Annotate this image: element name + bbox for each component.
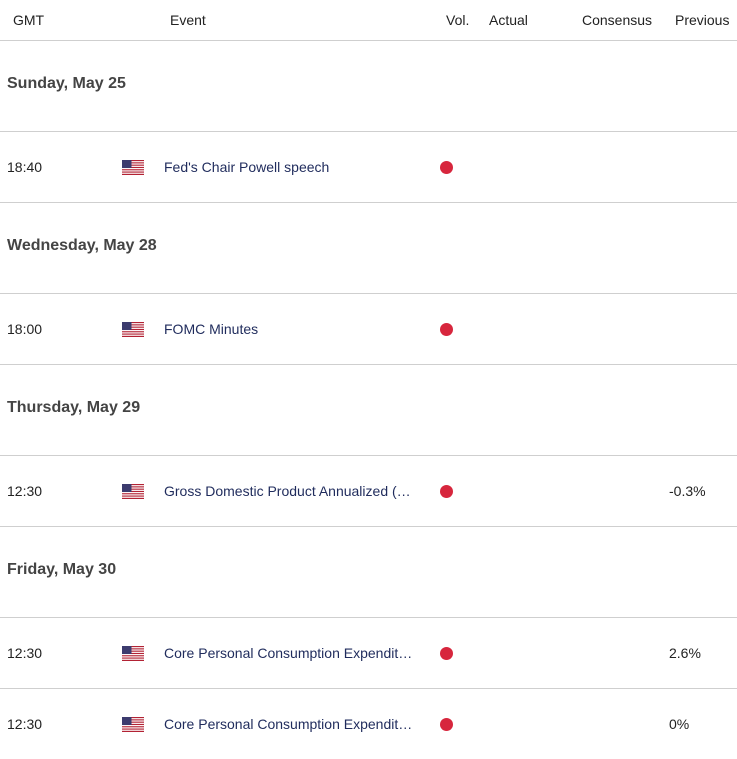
day-header: Thursday, May 29	[0, 365, 737, 456]
table-header: GMT Event Vol. Actual Consensus Previous	[0, 0, 737, 41]
table-row[interactable]: 12:30 Gross Domestic Product Annualized …	[0, 456, 737, 527]
us-flag-icon	[122, 160, 144, 175]
event-time: 18:40	[7, 159, 43, 175]
event-time: 12:30	[7, 645, 43, 661]
day-label: Thursday, May 29	[7, 399, 141, 416]
event-name-link[interactable]: Gross Domestic Product Annualized (…	[164, 483, 411, 499]
header-event[interactable]: Event	[170, 12, 206, 28]
event-time: 18:00	[7, 321, 43, 337]
volatility-high-icon	[440, 161, 453, 174]
volatility-high-icon	[440, 718, 453, 731]
day-header: Sunday, May 25	[0, 41, 737, 132]
table-row[interactable]: 12:30 Core Personal Consumption Expendit…	[0, 689, 737, 759]
volatility-high-icon	[440, 485, 453, 498]
header-previous[interactable]: Previous	[675, 12, 730, 28]
volatility-high-icon	[440, 323, 453, 336]
day-label: Wednesday, May 28	[7, 237, 157, 254]
event-name-link[interactable]: Core Personal Consumption Expendit…	[164, 716, 413, 732]
event-previous: 0%	[669, 716, 690, 732]
table-row[interactable]: 18:00 FOMC Minutes	[0, 294, 737, 365]
us-flag-icon	[122, 717, 144, 732]
event-name-link[interactable]: Fed's Chair Powell speech	[164, 159, 330, 175]
header-actual[interactable]: Actual	[489, 12, 528, 28]
us-flag-icon	[122, 484, 144, 499]
day-header: Wednesday, May 28	[0, 203, 737, 294]
us-flag-icon	[122, 646, 144, 661]
event-time: 12:30	[7, 483, 43, 499]
day-label: Sunday, May 25	[7, 75, 126, 92]
table-row[interactable]: 12:30 Core Personal Consumption Expendit…	[0, 618, 737, 689]
event-previous: -0.3%	[669, 483, 706, 499]
event-time: 12:30	[7, 716, 43, 732]
event-previous: 2.6%	[669, 645, 701, 661]
us-flag-icon	[122, 322, 144, 337]
event-name-link[interactable]: FOMC Minutes	[164, 321, 259, 337]
header-consensus[interactable]: Consensus	[582, 12, 653, 28]
table-row[interactable]: 18:40 Fed's Chair Powell speech	[0, 132, 737, 203]
header-vol[interactable]: Vol.	[446, 12, 470, 28]
header-gmt[interactable]: GMT	[13, 12, 45, 28]
event-name-link[interactable]: Core Personal Consumption Expendit…	[164, 645, 413, 661]
volatility-high-icon	[440, 647, 453, 660]
day-label: Friday, May 30	[7, 561, 117, 578]
day-header: Friday, May 30	[0, 527, 737, 618]
